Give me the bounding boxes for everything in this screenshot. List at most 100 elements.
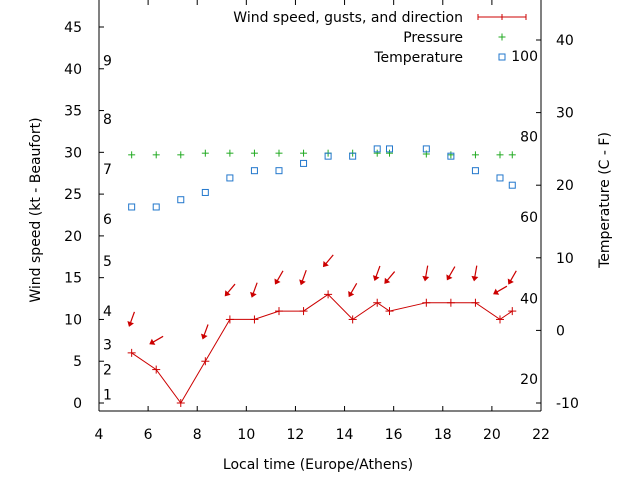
wind-direction-arrow [507,270,517,285]
fahrenheit-label: 80 [520,130,538,146]
wind-direction-arrow [422,265,430,282]
pressure-point [373,149,381,157]
wind-speed-point [495,315,504,324]
wind-speed-point [385,307,394,316]
fahrenheit-label: 40 [520,291,538,307]
y-axis-ticks: 0 5 10 15 20 25 30 35 40 45 [64,20,104,412]
wind-direction-arrow [372,265,381,282]
y-tick-label: 0 [73,396,82,412]
arrow-shaft [374,265,381,279]
y2-axis-label: Temperature (C - F) [597,132,613,269]
y2-tick-label: -10 [556,396,579,412]
temperature-point [226,174,234,182]
wind-speed-point [250,315,259,324]
temperature-series [128,145,516,211]
y-tick-label: 30 [64,145,82,161]
temperature-point [152,203,160,211]
arrow-shaft [275,270,284,283]
temperature-point [201,188,209,196]
wind-speed-point [201,357,210,366]
fahrenheit-label: 100 [511,49,538,65]
x-tick-label: 14 [336,427,354,443]
y2-tick-label: 20 [556,178,574,194]
wind-direction-arrow [493,285,508,295]
beaufort-label: 5 [103,254,112,270]
wind-direction-arrow [250,282,258,298]
arrow-head [274,278,281,285]
x-tick-label: 10 [237,427,255,443]
wind-direction-arrow [299,269,307,286]
y-tick-label: 25 [64,187,82,203]
x-axis-label: Local time (Europe/Athens) [223,457,413,473]
wind-speed-point [274,307,283,316]
wind-speed-point [348,315,357,324]
x-tick-label: 6 [144,427,153,443]
arrow-head [384,277,391,284]
arrow-shaft [509,270,517,283]
y-tick-label: 10 [64,312,82,328]
arrow-shaft [203,324,209,337]
x-tick-label: 18 [434,427,452,443]
pressure-point [128,151,136,159]
beaufort-label: 1 [103,388,112,404]
x-tick-label: 22 [532,427,550,443]
temperature-point [508,181,516,189]
pressure-point [226,149,234,157]
y2-tick-label: 10 [556,251,574,267]
legend-square [498,53,506,61]
arrow-head [372,275,380,282]
wind-speed-point [471,298,480,307]
temperature-point [373,145,381,153]
arrow-head [127,321,134,327]
pressure-series [128,149,516,159]
arrow-head [471,275,479,282]
pressure-point [275,149,283,157]
arrow-head [507,278,514,285]
wind-series [127,290,517,407]
beaufort-scale-labels: 1 2 3 4 5 6 7 8 9 [103,53,112,403]
pressure-point [201,149,209,157]
pressure-point [496,151,504,159]
arrow-head [299,279,306,286]
fahrenheit-label: 60 [520,210,538,226]
arrow-shaft [151,335,164,344]
y-axis-label: Wind speed (kt - Beaufort) [28,117,44,302]
fahrenheit-scale-labels: 20 40 60 80 100 [511,49,538,388]
legend-entry: Temperature [373,50,506,66]
temperature-point [324,152,332,160]
arrow-shaft [473,265,478,279]
temperature-point [128,203,136,211]
wind-direction-arrow [274,270,284,285]
arrow-head [422,275,430,282]
beaufort-label: 2 [103,363,112,379]
arrow-head [446,274,453,281]
temperature-point [496,174,504,182]
y-tick-label: 20 [64,229,82,245]
arrow-shaft [385,271,396,282]
wind-speed-point [324,290,333,299]
arrow-shaft [252,282,258,296]
wind-speed-point [176,399,185,407]
wind-speed-point [299,307,308,316]
pressure-point [250,149,258,157]
arrow-head [224,290,231,297]
legend-entry: Wind speed, gusts, and direction [233,10,527,26]
x-axis-ticks: 4 6 8 10 12 14 16 18 20 22 [95,0,550,443]
wind-speed-point [127,348,136,357]
wind-direction-arrow [348,282,358,298]
y-tick-label: 45 [64,20,82,36]
temperature-point [177,196,185,204]
wind-direction-arrows [127,254,517,345]
legend-entry: Pressure [403,30,506,46]
arrow-head [149,338,156,345]
wind-direction-arrow [384,271,396,284]
arrow-shaft [129,311,135,325]
x-tick-label: 20 [483,427,501,443]
wind-direction-arrow [471,265,479,282]
y-tick-label: 35 [64,104,82,120]
beaufort-label: 7 [103,162,112,178]
y2-tick-label: 30 [556,106,574,122]
y2-axis-ticks: -10 0 10 20 30 40 [536,33,579,412]
